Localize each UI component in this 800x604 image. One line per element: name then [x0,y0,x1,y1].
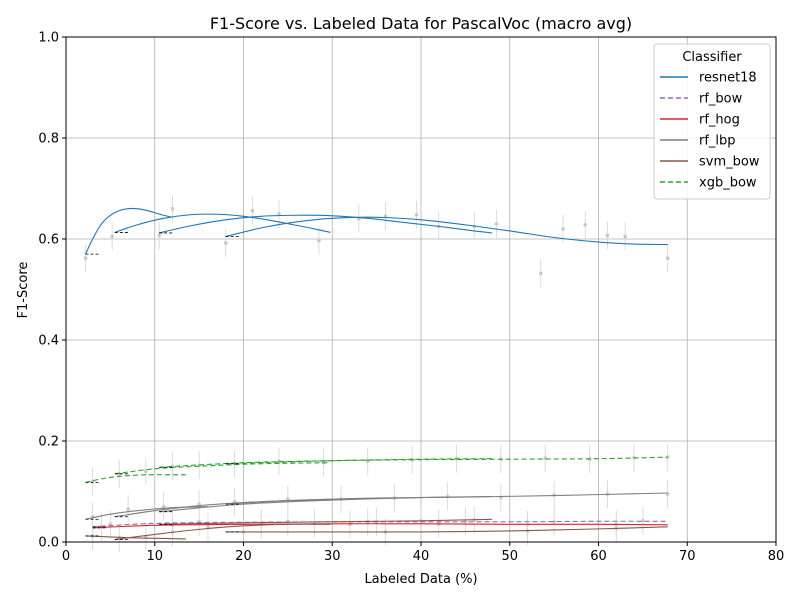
x-axis-label: Labeled Data (%) [364,572,477,587]
data-point [561,227,565,231]
y-tick-label: 0.0 [38,536,59,551]
y-tick-label: 1.0 [38,31,59,46]
series-line-resnet18 [225,216,668,246]
data-point [157,233,161,238]
data-point [223,241,228,245]
series-line-xgb_bow [225,456,668,465]
series-line-rf_lbp [225,492,668,505]
series-line-rf_hog [92,523,668,529]
x-tick-label: 70 [679,549,696,564]
data-point [232,499,237,504]
data-point [414,212,419,217]
x-tick-label: 60 [590,549,607,564]
data-point [250,208,255,213]
series-line-svm_bow [85,535,186,540]
data-point [317,238,321,243]
data-point [494,222,499,226]
data-point [170,206,175,211]
legend-entries: resnet18 rf_bow rf_hog rf_lbp svm_bow xgb_bow [660,71,760,191]
data-point [277,211,281,216]
data-point [144,469,148,474]
series-line-xgb_bow [159,458,493,468]
data-point [583,223,587,227]
data-point [665,455,670,459]
y-tick-label: 0.8 [38,132,59,147]
series-line-svm_bow [225,526,668,533]
chart-title: F1-Score vs. Labeled Data for PascalVoc … [210,14,632,33]
data-point [539,271,543,276]
series-line-resnet18 [85,207,173,255]
legend-label-rf_bow: rf_bow [699,92,743,107]
data-point [126,507,130,511]
y-axis-label: F1-Score [16,262,31,319]
x-tick-label: 80 [768,549,785,564]
series-line-svm_bow [114,523,331,541]
data-point [641,518,645,523]
legend-label-svm_bow: svm_bow [699,155,760,170]
x-tick-label: 30 [324,549,341,564]
legend-label-xgb_bow: xgb_bow [699,176,757,191]
legend-label-resnet18: resnet18 [699,71,757,86]
y-tick-label: 0.6 [38,233,59,248]
data-point [161,504,166,509]
y-tick-label: 0.4 [38,334,59,349]
x-tick-label: 20 [235,549,252,564]
y-tick-label: 0.2 [38,435,59,450]
x-tick-label: 40 [413,549,430,564]
x-tick-label: 10 [146,549,163,564]
data-point [83,256,88,260]
data-point [206,525,210,529]
series-line-svm_bow [159,518,493,525]
legend-label-rf_hog: rf_hog [699,113,740,128]
ticks: 0 10 20 30 40 50 60 70 80 0.0 0.2 0.4 0.6 0.8 1.0 [38,31,784,565]
data-point [110,234,114,239]
legend: Classifier resnet18 rf_bow rf_hog rf_lbpsvm… [653,43,771,200]
x-tick-label: 0 [62,549,70,564]
line-layer [85,207,668,541]
data-point [605,233,610,238]
series-line-xgb_bow [85,474,186,483]
data-point [286,497,290,501]
data-point [623,234,627,239]
x-tick-label: 50 [501,549,518,564]
data-point [552,520,556,524]
legend-title: Classifier [682,50,742,65]
series-line-resnet18 [114,213,331,233]
legend-label-rf_lbp: rf_lbp [699,134,736,149]
series-line-xgb_bow [114,462,331,475]
data-point [665,256,670,260]
series-line-resnet18 [159,214,493,234]
